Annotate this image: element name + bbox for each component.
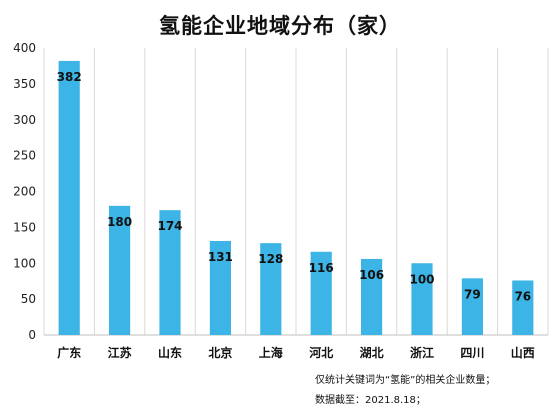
x-tick-label: 广东 — [57, 345, 81, 360]
data-label: 128 — [258, 252, 283, 266]
data-label: 76 — [514, 289, 531, 303]
x-tick-label: 北京 — [208, 345, 232, 360]
data-label: 174 — [157, 219, 182, 233]
x-tick-label: 山西 — [511, 345, 535, 360]
bar — [461, 278, 483, 335]
data-label: 106 — [359, 268, 384, 282]
bar — [411, 263, 433, 335]
x-tick-label: 浙江 — [410, 345, 434, 360]
data-label: 116 — [309, 261, 334, 275]
y-tick-label: 0 — [28, 328, 36, 342]
x-tick-label: 山东 — [158, 345, 182, 360]
bars — [58, 60, 534, 335]
y-tick-label: 250 — [13, 149, 36, 163]
x-axis: 广东 江苏 山东 北京 上海 河北 湖北 浙江 四川 山西 — [57, 345, 535, 360]
data-labels: 382 180 174 131 128 116 106 100 79 76 — [57, 70, 531, 304]
data-label: 180 — [107, 215, 132, 229]
bar — [209, 241, 231, 335]
chart-title: 氢能企业地域分布（家） — [159, 14, 401, 38]
bar — [361, 258, 383, 335]
y-tick-label: 150 — [13, 220, 36, 234]
bar — [512, 280, 534, 335]
footnote-date: 数据截至：2021.8.18； — [315, 395, 426, 406]
y-tick-label: 200 — [13, 185, 36, 199]
bar — [109, 205, 131, 335]
bar — [260, 243, 282, 335]
y-axis: 0 50 100 150 200 250 300 350 400 — [13, 41, 36, 342]
x-tick-label: 湖北 — [360, 345, 384, 360]
y-tick-label: 350 — [13, 77, 36, 91]
y-tick-label: 400 — [13, 41, 36, 55]
bar — [58, 60, 80, 335]
x-tick-label: 上海 — [259, 345, 283, 360]
data-label: 131 — [208, 250, 233, 264]
y-tick-label: 50 — [21, 292, 36, 306]
data-label: 382 — [57, 70, 82, 84]
x-tick-label: 河北 — [308, 345, 333, 360]
y-tick-label: 100 — [13, 256, 36, 270]
data-label: 100 — [409, 272, 434, 286]
x-tick-label: 四川 — [460, 346, 484, 360]
y-tick-label: 300 — [13, 113, 36, 127]
bar — [159, 210, 181, 335]
bar — [310, 251, 332, 335]
footnote-scope: 仅统计关键词为“氢能”的相关企业数量； — [315, 375, 496, 386]
data-label: 79 — [464, 287, 481, 301]
x-tick-label: 江苏 — [108, 345, 132, 360]
